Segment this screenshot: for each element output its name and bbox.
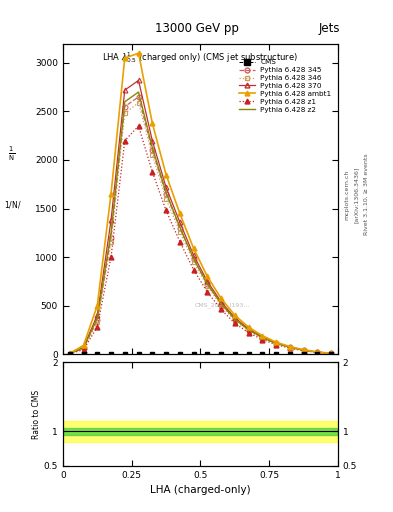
Text: 13000 GeV pp: 13000 GeV pp [154, 22, 239, 35]
Text: [arXiv:1306.3436]: [arXiv:1306.3436] [354, 166, 359, 223]
Y-axis label: Ratio to CMS: Ratio to CMS [32, 390, 41, 439]
Bar [63, 421, 338, 442]
X-axis label: LHA (charged-only): LHA (charged-only) [150, 485, 251, 495]
Text: Jets: Jets [318, 22, 340, 35]
Text: mcplots.cern.ch: mcplots.cern.ch [344, 169, 349, 220]
Text: Rivet 3.1.10, ≥ 3M events: Rivet 3.1.10, ≥ 3M events [364, 154, 369, 236]
Text: LHA $\lambda^{1}_{0.5}$ (charged only) (CMS jet substructure): LHA $\lambda^{1}_{0.5}$ (charged only) (… [103, 50, 298, 65]
Bar [63, 428, 338, 435]
Text: CMS_2021_I193...: CMS_2021_I193... [195, 302, 250, 308]
Legend: CMS, Pythia 6.428 345, Pythia 6.428 346, Pythia 6.428 370, Pythia 6.428 ambt1, P: CMS, Pythia 6.428 345, Pythia 6.428 346,… [236, 56, 334, 115]
Text: $1 / \mathrm{N} / $: $1 / \mathrm{N} / $ [4, 199, 22, 210]
Text: $\frac{1}{\mathrm{N}}$: $\frac{1}{\mathrm{N}}$ [8, 144, 15, 163]
